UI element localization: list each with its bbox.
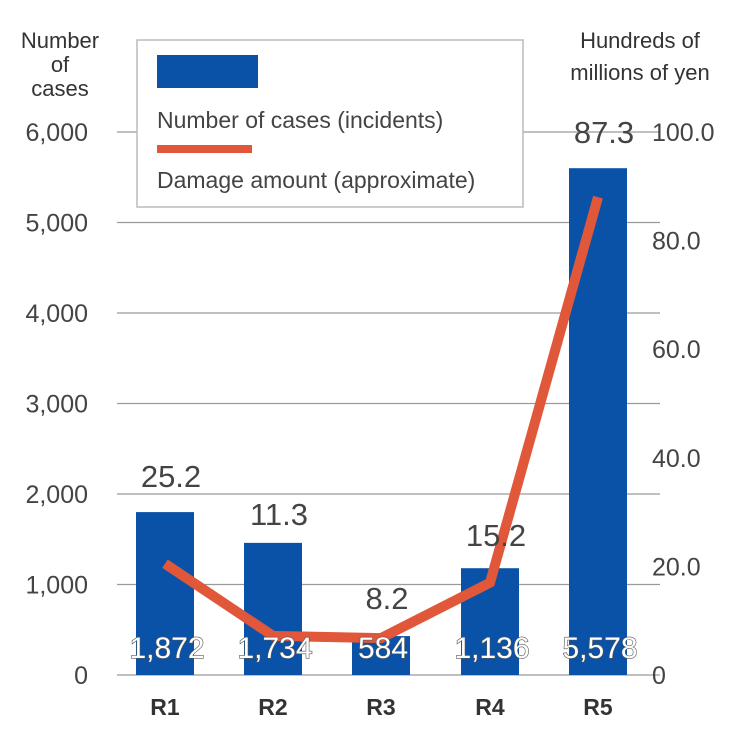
cases-label-r3: 584 xyxy=(358,632,408,665)
right-tick-label: 0 xyxy=(652,662,666,690)
right-tick-label: 80.0 xyxy=(652,228,701,256)
right-tick-label: 60.0 xyxy=(652,336,701,364)
damage-label-r5: 87.3 xyxy=(574,115,634,150)
cases-label-r5: 5,578 xyxy=(562,632,637,665)
left-tick-label: 6,000 xyxy=(25,119,88,147)
right-tick-label: 20.0 xyxy=(652,553,701,581)
left-axis: 0 1,000 2,000 3,000 4,000 5,000 6,000 Numberofc… xyxy=(21,28,99,690)
line-series xyxy=(162,195,603,644)
left-axis-title: cases xyxy=(31,76,88,101)
damage-label-r2: 11.3 xyxy=(250,497,308,532)
category-label-r4: R4 xyxy=(475,694,505,720)
damage-label-r4: 15.2 xyxy=(466,518,526,553)
left-tick-label: 2,000 xyxy=(25,481,88,509)
category-label-r2: R2 xyxy=(258,694,287,720)
legend-swatch-bar xyxy=(157,55,258,88)
right-axis-title: millions of yen xyxy=(570,60,709,85)
legend: Number of cases (incidents) Damage amoun… xyxy=(136,39,524,208)
bar-r2 xyxy=(244,542,302,675)
right-axis-title: Hundreds of xyxy=(580,28,701,53)
right-tick-label: 40.0 xyxy=(652,445,701,473)
damage-line xyxy=(162,195,603,644)
right-tick-label: 100.0 xyxy=(652,119,715,147)
bar-r1 xyxy=(136,512,194,675)
category-axis: R1 R2 R3 R4 R5 xyxy=(150,694,613,720)
legend-label-damage: Damage amount (approximate) xyxy=(157,167,475,193)
left-tick-label: 4,000 xyxy=(25,300,88,328)
left-tick-label: 5,000 xyxy=(25,210,88,238)
category-label-r1: R1 xyxy=(150,694,180,720)
data-labels: 25.2 11.3 8.2 15.2 87.3 1,872 1,734 584 1,136 5,5… xyxy=(129,115,638,665)
bar-series xyxy=(136,168,627,675)
category-label-r3: R3 xyxy=(366,694,395,720)
left-axis-title: of xyxy=(51,52,70,77)
legend-label-cases: Number of cases (incidents) xyxy=(157,107,443,133)
left-tick-label: 0 xyxy=(74,662,88,690)
cases-label-r1: 1,872 xyxy=(129,632,204,665)
bar-r5 xyxy=(569,168,627,675)
category-label-r5: R5 xyxy=(583,694,613,720)
cases-label-r2: 1,734 xyxy=(237,632,312,665)
right-axis: 0 20.0 40.0 60.0 80.0 100.0 Hundreds of million… xyxy=(570,28,714,690)
damage-label-r1: 25.2 xyxy=(141,459,201,494)
cases-label-r4: 1,136 xyxy=(454,632,529,665)
left-tick-label: 3,000 xyxy=(25,391,88,419)
damage-label-r3: 8.2 xyxy=(365,581,408,616)
left-axis-title: Number xyxy=(21,28,99,53)
left-tick-label: 1,000 xyxy=(25,572,88,600)
